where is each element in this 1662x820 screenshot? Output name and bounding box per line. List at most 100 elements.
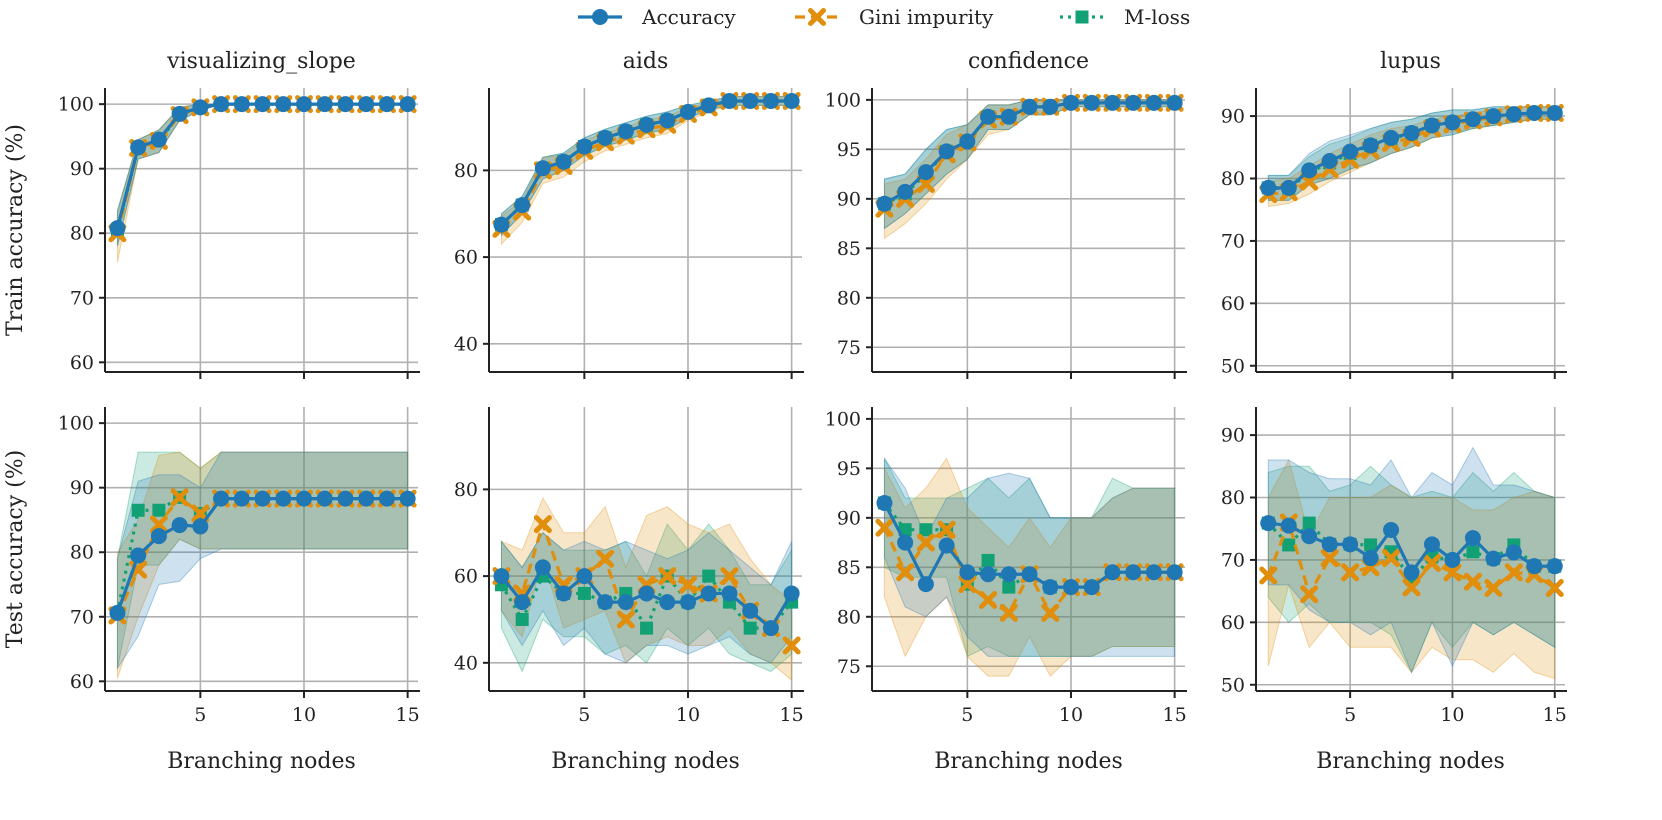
x-tick-label: 10 bbox=[292, 704, 316, 726]
data-point-gini-impurity bbox=[1402, 578, 1421, 597]
data-point-accuracy bbox=[1280, 517, 1297, 534]
series-line-accuracy bbox=[115, 102, 408, 229]
data-point-accuracy bbox=[659, 594, 676, 611]
band-accuracy bbox=[883, 456, 1176, 657]
row-label-test: Test accuracy (%) bbox=[3, 450, 28, 648]
data-point-gini-impurity bbox=[979, 590, 998, 609]
data-point-accuracy bbox=[1526, 558, 1543, 575]
series-line-gini-impurity bbox=[500, 522, 793, 647]
data-point-accuracy bbox=[721, 93, 738, 110]
band-m-loss bbox=[883, 458, 1176, 658]
band-accuracy bbox=[116, 451, 409, 671]
data-point-accuracy bbox=[1260, 179, 1277, 196]
y-tick-label: 70 bbox=[70, 287, 94, 309]
data-point-accuracy bbox=[1321, 153, 1338, 170]
x-tick-label: 5 bbox=[961, 704, 973, 726]
legend: Accuracy Gini impurity M-loss bbox=[578, 5, 1190, 29]
data-point-gini-impurity bbox=[596, 549, 615, 568]
data-point-accuracy bbox=[192, 518, 209, 535]
data-point-accuracy bbox=[1021, 566, 1038, 583]
data-point-accuracy bbox=[109, 220, 126, 237]
data-point-accuracy bbox=[980, 566, 997, 583]
grid bbox=[105, 407, 418, 691]
data-point-accuracy bbox=[762, 93, 779, 110]
data-point-accuracy bbox=[783, 585, 800, 602]
y-tick-label: 75 bbox=[837, 656, 861, 678]
data-point-accuracy bbox=[1104, 94, 1121, 111]
x-tick-label: 15 bbox=[1543, 704, 1567, 726]
data-point-accuracy bbox=[980, 108, 997, 125]
y-tick-label: 70 bbox=[1221, 230, 1245, 252]
y-tick-label: 95 bbox=[837, 458, 861, 480]
data-point-accuracy bbox=[938, 537, 955, 554]
data-point-accuracy bbox=[679, 594, 696, 611]
data-point-accuracy bbox=[742, 93, 759, 110]
data-point-accuracy bbox=[1505, 106, 1522, 123]
y-tick-label: 80 bbox=[454, 479, 478, 501]
data-point-accuracy bbox=[1342, 536, 1359, 553]
data-point-gini-impurity bbox=[896, 563, 915, 582]
y-tick-label: 95 bbox=[837, 139, 861, 161]
data-point-accuracy bbox=[597, 129, 614, 146]
data-point-gini-impurity bbox=[916, 533, 935, 552]
bands bbox=[883, 99, 1176, 240]
data-point-accuracy bbox=[876, 494, 893, 511]
data-point-accuracy bbox=[700, 585, 717, 602]
data-point-gini-impurity bbox=[958, 575, 977, 594]
x-tick-label: 15 bbox=[396, 704, 420, 726]
data-point-gini-impurity bbox=[149, 515, 168, 534]
data-point-accuracy bbox=[721, 585, 738, 602]
data-point-accuracy bbox=[1125, 94, 1142, 111]
data-point-accuracy bbox=[876, 195, 893, 212]
data-point-accuracy bbox=[295, 490, 312, 507]
data-point-gini-impurity bbox=[1300, 585, 1319, 604]
data-point-gini-impurity bbox=[1320, 549, 1339, 568]
data-point-accuracy bbox=[576, 138, 593, 155]
data-point-gini-impurity bbox=[937, 520, 956, 539]
data-point-accuracy bbox=[316, 96, 333, 113]
grid bbox=[872, 88, 1185, 372]
data-point-gini-impurity bbox=[1300, 172, 1319, 191]
data-point-gini-impurity bbox=[170, 488, 189, 507]
data-point-accuracy bbox=[1362, 137, 1379, 154]
y-tick-label: 85 bbox=[837, 557, 861, 579]
data-point-accuracy bbox=[130, 547, 147, 564]
band-m-loss bbox=[116, 103, 408, 247]
data-point-accuracy bbox=[1145, 94, 1162, 111]
data-point-accuracy bbox=[399, 490, 416, 507]
data-point-accuracy bbox=[378, 490, 395, 507]
data-point-m-loss bbox=[1302, 516, 1316, 530]
panel-title-visualizing-slope: visualizing_slope bbox=[166, 49, 356, 74]
y-tick-label: 75 bbox=[837, 337, 861, 359]
legend-label-m-loss: M-loss bbox=[1124, 5, 1190, 29]
data-point-accuracy bbox=[358, 96, 375, 113]
data-point-accuracy bbox=[534, 160, 551, 177]
data-point-accuracy bbox=[1485, 108, 1502, 125]
panel-test-2: 75 80 85 90 95 100 5 10 15 Branching nodes bbox=[825, 407, 1187, 774]
data-point-accuracy bbox=[1383, 129, 1400, 146]
y-tick-label: 60 bbox=[1221, 612, 1245, 634]
data-point-accuracy bbox=[1166, 94, 1183, 111]
series-accuracy bbox=[109, 490, 416, 621]
y-tick-label: 90 bbox=[1221, 425, 1245, 447]
data-point-accuracy bbox=[897, 534, 914, 551]
data-point-accuracy bbox=[378, 96, 395, 113]
y-tick-label: 40 bbox=[454, 652, 478, 674]
data-point-gini-impurity bbox=[1443, 563, 1462, 582]
data-point-gini-impurity bbox=[1382, 549, 1401, 568]
data-point-gini-impurity bbox=[658, 567, 677, 586]
data-point-accuracy bbox=[1423, 536, 1440, 553]
y-tick-label: 80 bbox=[1221, 168, 1245, 190]
data-point-accuracy bbox=[337, 96, 354, 113]
y-tick-label: 85 bbox=[837, 238, 861, 260]
x-tick-label: 10 bbox=[1440, 704, 1464, 726]
data-point-accuracy bbox=[514, 594, 531, 611]
data-point-accuracy bbox=[1403, 124, 1420, 141]
data-point-m-loss bbox=[981, 553, 995, 567]
data-point-m-loss bbox=[152, 503, 166, 517]
data-point-accuracy bbox=[192, 99, 209, 116]
data-point-accuracy bbox=[1485, 550, 1502, 567]
data-point-accuracy bbox=[254, 490, 271, 507]
panel-train-3: 50 60 70 80 90 lupus bbox=[1221, 49, 1567, 379]
data-point-accuracy bbox=[1444, 114, 1461, 131]
